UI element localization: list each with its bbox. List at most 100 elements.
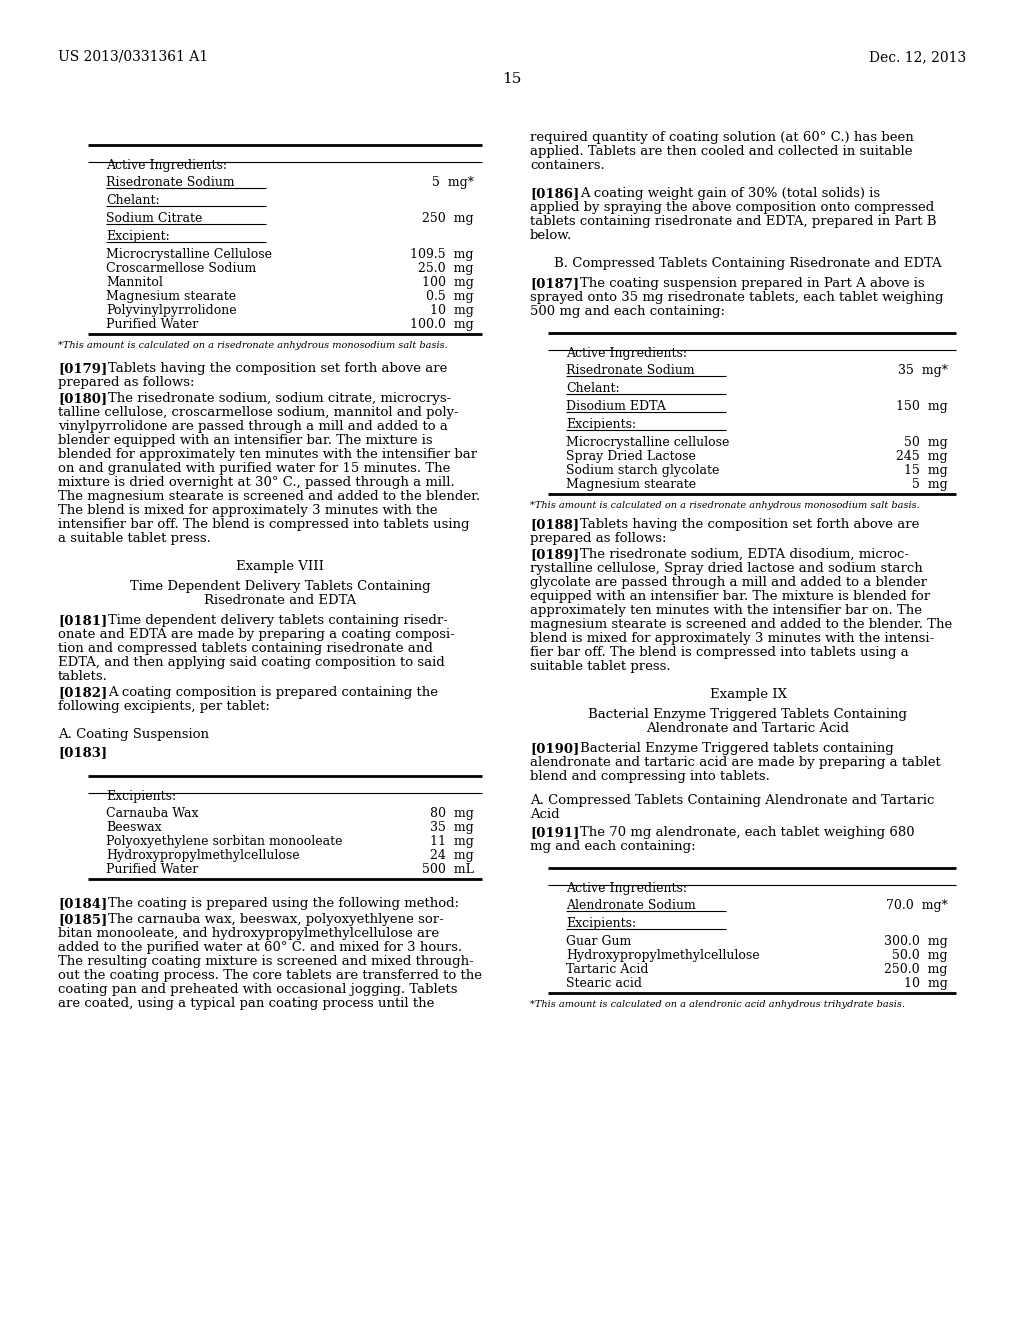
- Text: 500 mg and each containing:: 500 mg and each containing:: [530, 305, 725, 318]
- Text: blend is mixed for approximately 3 minutes with the intensi-: blend is mixed for approximately 3 minut…: [530, 632, 934, 645]
- Text: 25.0  mg: 25.0 mg: [419, 261, 474, 275]
- Text: [0183]: [0183]: [58, 746, 108, 759]
- Text: Croscarmellose Sodium: Croscarmellose Sodium: [106, 261, 256, 275]
- Text: Spray Dried Lactose: Spray Dried Lactose: [566, 450, 696, 463]
- Text: The coating suspension prepared in Part A above is: The coating suspension prepared in Part …: [580, 277, 925, 290]
- Text: out the coating process. The core tablets are transferred to the: out the coating process. The core tablet…: [58, 969, 482, 982]
- Text: Example IX: Example IX: [710, 688, 786, 701]
- Text: 109.5  mg: 109.5 mg: [411, 248, 474, 261]
- Text: EDTA, and then applying said coating composition to said: EDTA, and then applying said coating com…: [58, 656, 444, 669]
- Text: Microcrystalline cellulose: Microcrystalline cellulose: [566, 436, 729, 449]
- Text: coating pan and preheated with occasional jogging. Tablets: coating pan and preheated with occasiona…: [58, 983, 458, 997]
- Text: 300.0  mg: 300.0 mg: [885, 935, 948, 948]
- Text: 11  mg: 11 mg: [430, 836, 474, 847]
- Text: Excipients:: Excipients:: [106, 789, 176, 803]
- Text: [0182]: [0182]: [58, 686, 108, 700]
- Text: blend and compressing into tablets.: blend and compressing into tablets.: [530, 770, 770, 783]
- Text: [0191]: [0191]: [530, 826, 580, 840]
- Text: Alendronate Sodium: Alendronate Sodium: [566, 899, 695, 912]
- Text: containers.: containers.: [530, 158, 605, 172]
- Text: [0189]: [0189]: [530, 548, 580, 561]
- Text: tablets containing risedronate and EDTA, prepared in Part B: tablets containing risedronate and EDTA,…: [530, 215, 937, 228]
- Text: The coating is prepared using the following method:: The coating is prepared using the follow…: [108, 898, 459, 909]
- Text: 0.5  mg: 0.5 mg: [426, 290, 474, 304]
- Text: prepared as follows:: prepared as follows:: [58, 376, 195, 389]
- Text: The blend is mixed for approximately 3 minutes with the: The blend is mixed for approximately 3 m…: [58, 504, 437, 517]
- Text: [0184]: [0184]: [58, 898, 108, 909]
- Text: are coated, using a typical pan coating process until the: are coated, using a typical pan coating …: [58, 997, 434, 1010]
- Text: Stearic acid: Stearic acid: [566, 977, 642, 990]
- Text: vinylpyrrolidone are passed through a mill and added to a: vinylpyrrolidone are passed through a mi…: [58, 420, 447, 433]
- Text: onate and EDTA are made by preparing a coating composi-: onate and EDTA are made by preparing a c…: [58, 628, 455, 642]
- Text: Sodium Citrate: Sodium Citrate: [106, 213, 203, 224]
- Text: below.: below.: [530, 228, 572, 242]
- Text: Mannitol: Mannitol: [106, 276, 163, 289]
- Text: a suitable tablet press.: a suitable tablet press.: [58, 532, 211, 545]
- Text: talline cellulose, croscarmellose sodium, mannitol and poly-: talline cellulose, croscarmellose sodium…: [58, 407, 459, 418]
- Text: required quantity of coating solution (at 60° C.) has been: required quantity of coating solution (a…: [530, 131, 913, 144]
- Text: equipped with an intensifier bar. The mixture is blended for: equipped with an intensifier bar. The mi…: [530, 590, 930, 603]
- Text: added to the purified water at 60° C. and mixed for 3 hours.: added to the purified water at 60° C. an…: [58, 941, 462, 954]
- Text: The risedronate sodium, sodium citrate, microcrys-: The risedronate sodium, sodium citrate, …: [108, 392, 452, 405]
- Text: Bacterial Enzyme Triggered tablets containing: Bacterial Enzyme Triggered tablets conta…: [580, 742, 894, 755]
- Text: 15: 15: [503, 73, 521, 86]
- Text: [0180]: [0180]: [58, 392, 108, 405]
- Text: fier bar off. The blend is compressed into tablets using a: fier bar off. The blend is compressed in…: [530, 645, 908, 659]
- Text: Hydroxypropylmethylcellulose: Hydroxypropylmethylcellulose: [566, 949, 760, 962]
- Text: Acid: Acid: [530, 808, 560, 821]
- Text: Hydroxypropylmethylcellulose: Hydroxypropylmethylcellulose: [106, 849, 300, 862]
- Text: A coating composition is prepared containing the: A coating composition is prepared contai…: [108, 686, 438, 700]
- Text: Active Ingredients:: Active Ingredients:: [566, 347, 687, 360]
- Text: *This amount is calculated on a risedronate anhydrous monosodium salt basis.: *This amount is calculated on a risedron…: [58, 341, 447, 350]
- Text: The risedronate sodium, EDTA disodium, microc-: The risedronate sodium, EDTA disodium, m…: [580, 548, 909, 561]
- Text: [0187]: [0187]: [530, 277, 580, 290]
- Text: *This amount is calculated on a alendronic acid anhydrous trihydrate basis.: *This amount is calculated on a alendron…: [530, 1001, 905, 1008]
- Text: 35  mg: 35 mg: [430, 821, 474, 834]
- Text: Purified Water: Purified Water: [106, 318, 199, 331]
- Text: blender equipped with an intensifier bar. The mixture is: blender equipped with an intensifier bar…: [58, 434, 432, 447]
- Text: bitan monooleate, and hydroxypropylmethylcellulose are: bitan monooleate, and hydroxypropylmethy…: [58, 927, 439, 940]
- Text: Tartaric Acid: Tartaric Acid: [566, 964, 648, 975]
- Text: tion and compressed tablets containing risedronate and: tion and compressed tablets containing r…: [58, 642, 433, 655]
- Text: 5  mg*: 5 mg*: [432, 176, 474, 189]
- Text: Active Ingredients:: Active Ingredients:: [566, 882, 687, 895]
- Text: Polyvinylpyrrolidone: Polyvinylpyrrolidone: [106, 304, 237, 317]
- Text: 250  mg: 250 mg: [422, 213, 474, 224]
- Text: 250.0  mg: 250.0 mg: [885, 964, 948, 975]
- Text: Carnauba Wax: Carnauba Wax: [106, 807, 199, 820]
- Text: Magnesium stearate: Magnesium stearate: [566, 478, 696, 491]
- Text: [0185]: [0185]: [58, 913, 108, 927]
- Text: [0190]: [0190]: [530, 742, 580, 755]
- Text: The resulting coating mixture is screened and mixed through-: The resulting coating mixture is screene…: [58, 954, 474, 968]
- Text: Guar Gum: Guar Gum: [566, 935, 631, 948]
- Text: glycolate are passed through a mill and added to a blender: glycolate are passed through a mill and …: [530, 576, 927, 589]
- Text: Bacterial Enzyme Triggered Tablets Containing: Bacterial Enzyme Triggered Tablets Conta…: [589, 708, 907, 721]
- Text: 15  mg: 15 mg: [904, 465, 948, 477]
- Text: [0181]: [0181]: [58, 614, 108, 627]
- Text: The magnesium stearate is screened and added to the blender.: The magnesium stearate is screened and a…: [58, 490, 480, 503]
- Text: Beeswax: Beeswax: [106, 821, 162, 834]
- Text: rystalline cellulose, Spray dried lactose and sodium starch: rystalline cellulose, Spray dried lactos…: [530, 562, 923, 576]
- Text: US 2013/0331361 A1: US 2013/0331361 A1: [58, 50, 208, 63]
- Text: Time Dependent Delivery Tablets Containing: Time Dependent Delivery Tablets Containi…: [130, 579, 430, 593]
- Text: A coating weight gain of 30% (total solids) is: A coating weight gain of 30% (total soli…: [580, 187, 880, 201]
- Text: Active Ingredients:: Active Ingredients:: [106, 158, 227, 172]
- Text: *This amount is calculated on a risedronate anhydrous monosodium salt basis.: *This amount is calculated on a risedron…: [530, 502, 920, 510]
- Text: 10  mg: 10 mg: [904, 977, 948, 990]
- Text: applied by spraying the above composition onto compressed: applied by spraying the above compositio…: [530, 201, 934, 214]
- Text: B. Compressed Tablets Containing Risedronate and EDTA: B. Compressed Tablets Containing Risedro…: [554, 257, 942, 271]
- Text: Microcrystalline Cellulose: Microcrystalline Cellulose: [106, 248, 272, 261]
- Text: 500  mL: 500 mL: [422, 863, 474, 876]
- Text: blended for approximately ten minutes with the intensifier bar: blended for approximately ten minutes wi…: [58, 447, 477, 461]
- Text: 5  mg: 5 mg: [912, 478, 948, 491]
- Text: [0186]: [0186]: [530, 187, 580, 201]
- Text: Excipient:: Excipient:: [106, 230, 170, 243]
- Text: Magnesium stearate: Magnesium stearate: [106, 290, 237, 304]
- Text: Excipients:: Excipients:: [566, 917, 636, 931]
- Text: Excipients:: Excipients:: [566, 418, 636, 432]
- Text: 10  mg: 10 mg: [430, 304, 474, 317]
- Text: mg and each containing:: mg and each containing:: [530, 840, 695, 853]
- Text: Chelant:: Chelant:: [106, 194, 160, 207]
- Text: Risedronate Sodium: Risedronate Sodium: [106, 176, 234, 189]
- Text: 100.0  mg: 100.0 mg: [411, 318, 474, 331]
